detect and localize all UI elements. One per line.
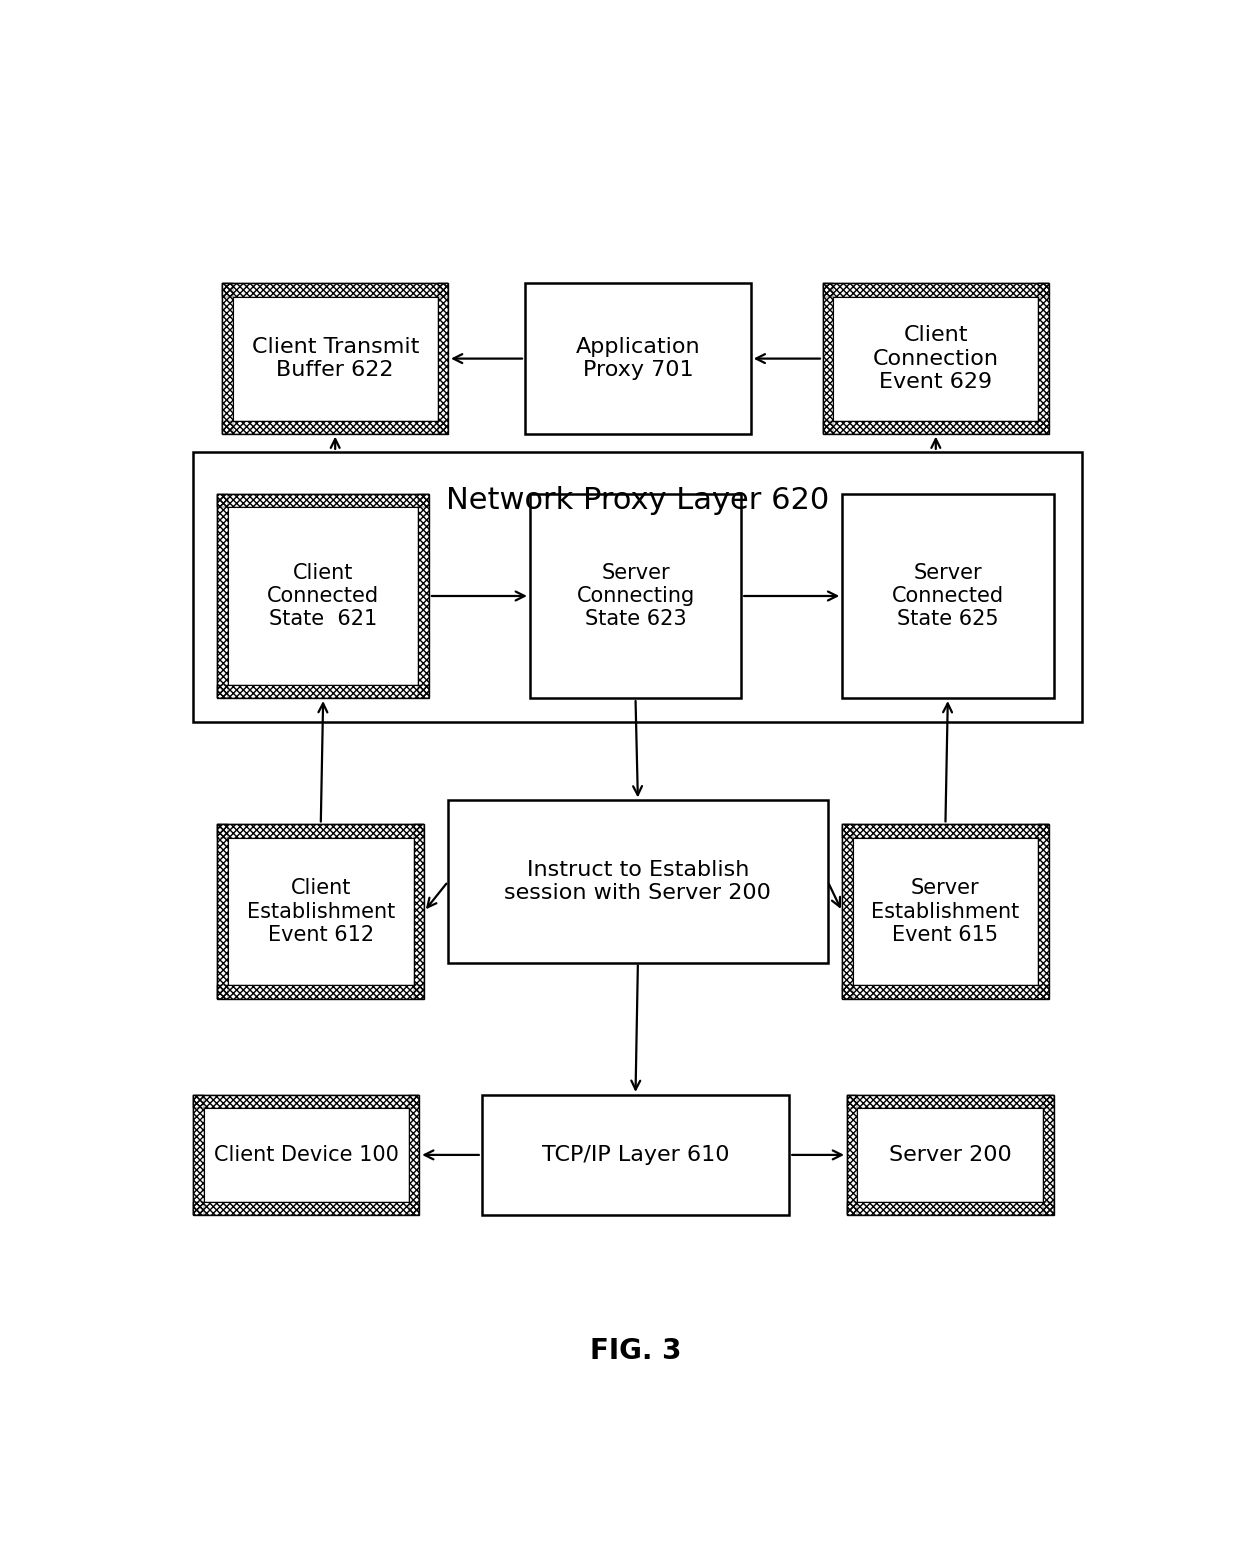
- Bar: [1043, 1094, 1054, 1214]
- Text: Client
Establishment
Event 612: Client Establishment Event 612: [247, 879, 394, 944]
- Bar: [823, 284, 1049, 434]
- Bar: [858, 1108, 1043, 1202]
- Bar: [833, 297, 1038, 420]
- Bar: [205, 1108, 409, 1202]
- Bar: [418, 493, 429, 698]
- Bar: [193, 1094, 205, 1214]
- Text: Server
Connecting
State 623: Server Connecting State 623: [577, 564, 694, 629]
- Bar: [222, 284, 448, 297]
- Bar: [481, 1094, 789, 1214]
- Text: Server 200: Server 200: [889, 1144, 1012, 1165]
- Bar: [217, 493, 429, 698]
- Bar: [438, 284, 448, 434]
- Bar: [217, 824, 228, 999]
- Bar: [847, 1094, 1054, 1108]
- Bar: [222, 420, 448, 434]
- Bar: [847, 1094, 1054, 1214]
- Bar: [217, 493, 429, 507]
- Bar: [823, 284, 1049, 297]
- Bar: [233, 297, 438, 420]
- Bar: [853, 838, 1038, 985]
- Bar: [842, 824, 853, 999]
- Text: TCP/IP Layer 610: TCP/IP Layer 610: [542, 1144, 729, 1165]
- Bar: [228, 838, 413, 985]
- Bar: [847, 1094, 1054, 1214]
- Bar: [222, 284, 448, 434]
- Bar: [842, 493, 1054, 698]
- Bar: [842, 824, 1049, 838]
- Bar: [217, 985, 424, 999]
- Text: Application
Proxy 701: Application Proxy 701: [575, 337, 701, 381]
- Text: FIG. 3: FIG. 3: [590, 1336, 681, 1364]
- Bar: [1038, 824, 1049, 999]
- Bar: [847, 1094, 858, 1214]
- Bar: [222, 284, 233, 434]
- Bar: [413, 824, 424, 999]
- Text: Server
Connected
State 625: Server Connected State 625: [892, 564, 1004, 629]
- Bar: [217, 493, 228, 698]
- Bar: [842, 824, 1049, 999]
- Bar: [217, 824, 424, 999]
- Bar: [823, 420, 1049, 434]
- Text: Instruct to Establish
session with Server 200: Instruct to Establish session with Serve…: [505, 860, 771, 904]
- Bar: [1038, 284, 1049, 434]
- Text: Server
Establishment
Event 615: Server Establishment Event 615: [872, 879, 1019, 944]
- Bar: [193, 1094, 419, 1214]
- Bar: [193, 451, 1083, 723]
- Text: Client
Connected
State  621: Client Connected State 621: [267, 564, 379, 629]
- Text: Client Transmit
Buffer 622: Client Transmit Buffer 622: [252, 337, 419, 381]
- Text: Network Proxy Layer 620: Network Proxy Layer 620: [446, 485, 830, 515]
- Bar: [525, 284, 750, 434]
- Bar: [847, 1202, 1054, 1214]
- Bar: [193, 1094, 419, 1108]
- Bar: [842, 824, 1049, 999]
- Bar: [448, 801, 828, 963]
- Text: Client Device 100: Client Device 100: [215, 1144, 399, 1165]
- Bar: [217, 685, 429, 698]
- Bar: [193, 1094, 419, 1214]
- Bar: [409, 1094, 419, 1214]
- Bar: [217, 493, 429, 698]
- Bar: [823, 284, 833, 434]
- Bar: [222, 284, 448, 434]
- Bar: [217, 824, 424, 999]
- Bar: [228, 507, 418, 685]
- Bar: [823, 284, 1049, 434]
- Bar: [529, 493, 742, 698]
- Bar: [217, 824, 424, 838]
- Text: Client
Connection
Event 629: Client Connection Event 629: [873, 325, 998, 392]
- Bar: [193, 1202, 419, 1214]
- Bar: [842, 985, 1049, 999]
